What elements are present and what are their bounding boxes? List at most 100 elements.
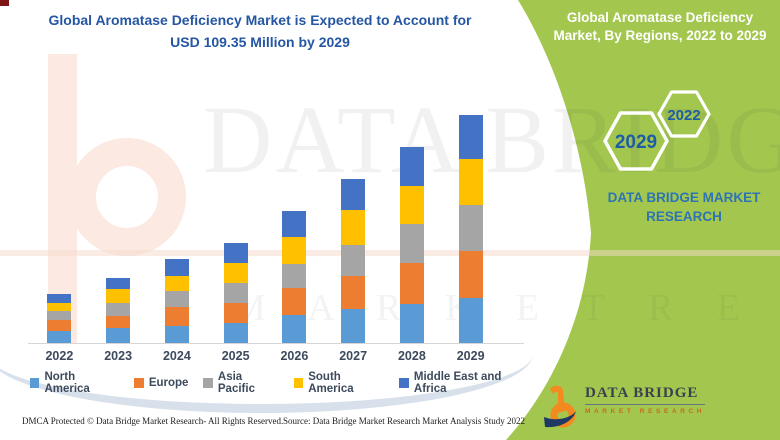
bar-segment-asia-pacific-2022 [47,311,72,320]
bar-column-2024 [148,108,207,343]
bar-segment-europe-2025 [223,303,248,323]
legend-marker-south-america [293,378,304,388]
bar-segment-asia-pacific-2029 [458,204,483,252]
bar-segment-north-america-2026 [282,315,307,343]
bar-segment-middle-east-and-africa-2024 [164,258,189,276]
legend-item-south-america: South America [293,371,385,395]
bar-segment-north-america-2027 [341,308,366,343]
bar-segment-middle-east-and-africa-2029 [458,114,483,160]
bar-segment-north-america-2025 [223,323,248,343]
legend-label-asia-pacific: Asia Pacific [217,371,255,395]
bar-segment-asia-pacific-2026 [282,264,307,288]
bar-stack-2025 [223,243,248,343]
legend-marker-asia-pacific [203,378,213,388]
databridge-logo-text: DATA BRIDGE MARKET RESEARCH [585,385,706,415]
stacked-bar-chart [30,108,500,343]
bar-segment-middle-east-and-africa-2028 [399,147,424,186]
hexagon-2022-outline [657,90,711,138]
bar-stack-2022 [47,293,72,343]
x-axis-label-2029: 2029 [456,349,485,363]
bar-column-2022 [30,108,89,343]
bar-segment-europe-2029 [458,251,483,299]
legend-label-north-america: North America [44,371,90,395]
bar-segment-asia-pacific-2024 [164,290,189,308]
bar-segment-middle-east-and-africa-2023 [106,277,131,290]
logo-subtitle: MARKET RESEARCH [585,408,706,415]
bar-segment-south-america-2026 [282,237,307,265]
bar-stack-2023 [106,277,131,343]
bar-segment-europe-2027 [341,276,366,309]
bar-segment-north-america-2029 [458,298,483,343]
chart-legend: North America Europe Asia Pacific South Ame… [30,371,530,395]
corner-accent-square [0,0,9,6]
bar-stack-2029 [458,114,483,343]
legend-item-asia-pacific: Asia Pacific [203,371,278,395]
x-axis-label-2023: 2023 [104,349,133,363]
hexagon-2029-label: 2029 [615,132,657,153]
bar-stack-2028 [399,147,424,343]
x-axis-label-2028: 2028 [397,349,426,363]
bar-segment-europe-2024 [164,307,189,326]
bar-segment-asia-pacific-2025 [223,283,248,303]
chart-title-line2: USD 109.35 Million by 2029 [170,33,350,50]
legend-item-north-america: North America [30,371,119,395]
bar-segment-south-america-2027 [341,210,366,246]
legend-label-europe: Europe [148,377,189,389]
x-axis-label-2027: 2027 [339,349,368,363]
bar-column-2027 [324,108,383,343]
bar-segment-south-america-2023 [106,289,131,304]
legend-marker-europe [133,378,144,388]
bar-segment-south-america-2025 [223,263,248,283]
chart-title-line1: Global Aromatase Deficiency Market is Ex… [48,12,472,28]
legend-marker-north-america [30,378,40,388]
databridge-logo: DATA BRIDGE MARKET RESEARCH [543,385,706,433]
bar-stack-2024 [164,258,189,343]
hexagon-2022-label: 2022 [667,107,700,124]
footer-source: Source: Data Bridge Market Research Mark… [283,416,525,426]
bar-segment-europe-2026 [282,287,307,316]
legend-item-middle-east-and-africa: Middle East and Africa [399,371,530,395]
x-axis-line [28,343,524,344]
bar-column-2025 [206,108,265,343]
bar-segment-asia-pacific-2023 [106,303,131,316]
legend-marker-middle-east-and-africa [399,378,409,388]
bar-segment-middle-east-and-africa-2025 [223,243,248,263]
bar-column-2026 [265,108,324,343]
bar-segment-north-america-2024 [164,325,189,343]
x-axis-label-2024: 2024 [162,349,191,363]
bar-column-2023 [89,108,148,343]
bar-segment-europe-2023 [106,315,131,329]
bar-segment-asia-pacific-2028 [399,223,424,264]
bar-stack-2027 [341,178,366,343]
x-axis-label-2026: 2026 [280,349,309,363]
bar-segment-asia-pacific-2027 [341,245,366,277]
bar-column-2028 [383,108,442,343]
legend-label-south-america: South America [308,371,354,395]
chart-title: Global Aromatase Deficiency Market is Ex… [35,10,485,53]
bar-segment-south-america-2028 [399,185,424,224]
legend-label-middle-east-and-africa: Middle East and Africa [413,371,502,395]
x-axis-labels: 2022 2023 2024 2025 2026 2027 2028 2029 [30,349,500,363]
x-axis-label-2025: 2025 [221,349,250,363]
bar-segment-north-america-2023 [106,328,131,343]
bar-segment-south-america-2029 [458,159,483,205]
bar-segment-middle-east-and-africa-2026 [282,210,307,238]
bar-segment-north-america-2028 [399,304,424,343]
hexagon-2029-outline [603,111,669,171]
bar-segment-south-america-2022 [47,302,72,312]
databridge-logo-icon [544,385,576,428]
bar-segment-europe-2028 [399,263,424,304]
footer-copyright: DMCA Protected © Data Bridge Market Rese… [22,416,284,426]
logo-name: DATA BRIDGE [585,385,706,405]
year-hexagons: 2029 2022 [603,90,711,171]
bar-segment-middle-east-and-africa-2022 [47,293,72,303]
bar-stack-2026 [282,210,307,343]
side-panel-brand-text: DATA BRIDGE MARKET RESEARCH [607,190,761,224]
bar-segment-south-america-2024 [164,275,189,291]
x-axis-label-2022: 2022 [45,349,74,363]
bar-segment-north-america-2022 [47,330,72,343]
side-panel-heading: Global Aromatase Deficiency Market, By R… [553,10,767,43]
bar-segment-europe-2022 [47,319,72,331]
bar-column-2029 [441,108,500,343]
